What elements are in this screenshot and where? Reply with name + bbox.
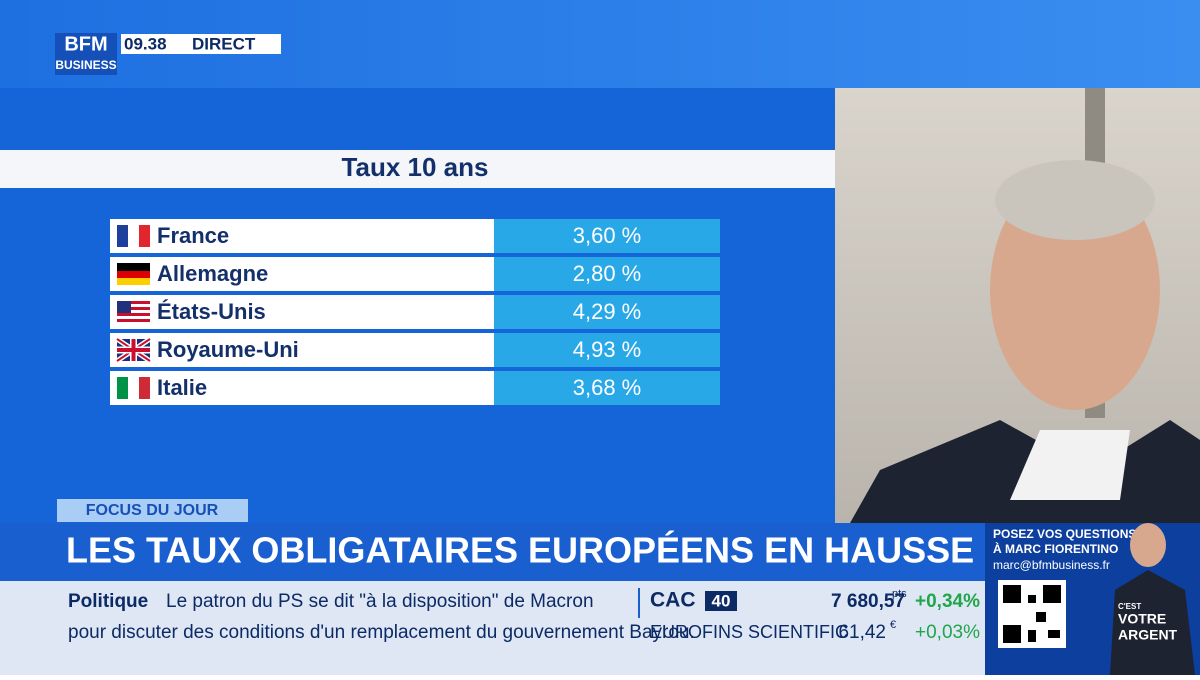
country: Italie	[157, 375, 207, 400]
rate: 3,68 %	[573, 375, 642, 400]
rate: 4,29 %	[573, 299, 642, 324]
show-logo: ARGENT	[1118, 627, 1178, 643]
show-logo: C'EST	[1118, 602, 1141, 611]
clock-box	[121, 34, 281, 54]
logo-box	[55, 33, 117, 75]
ticker-text: pour discuter des conditions d'un rempla…	[68, 622, 695, 643]
live-label: DIRECT	[192, 34, 256, 53]
index-change: +0,34%	[915, 591, 980, 612]
row-value-cell	[494, 257, 720, 291]
host-photo	[1110, 570, 1195, 675]
logo: BFM	[64, 33, 107, 55]
video	[995, 160, 1155, 240]
table: France 3,60 % Allemagne 2,80 % États-Unis 4,2…	[110, 219, 720, 405]
row-label-cell	[110, 219, 494, 253]
index-value: 7 680,57	[831, 591, 905, 612]
country: Royaume-Uni	[157, 337, 299, 362]
ticker-box	[0, 581, 985, 675]
flags	[115, 225, 152, 399]
promo-text: POSEZ VOS QUESTIONS	[993, 527, 1136, 541]
promo-text: À MARC FIORENTINO	[993, 541, 1118, 556]
country: Allemagne	[157, 261, 268, 286]
show-logo: VOTRE	[1118, 611, 1166, 627]
index-badge-box	[705, 591, 737, 611]
clock: 09.38	[124, 34, 167, 53]
table-header	[0, 150, 835, 188]
ticker-category: Politique	[68, 591, 148, 612]
row-label-cell	[110, 295, 494, 329]
stock-unit: €	[890, 619, 896, 631]
country: États-Unis	[157, 299, 266, 324]
row-label-cell	[110, 371, 494, 405]
host-photo	[1130, 523, 1166, 567]
index-name: CAC	[650, 589, 696, 612]
country: France	[157, 223, 229, 248]
ticker-text: Le patron du PS se dit "à la disposition…	[166, 591, 594, 612]
index-badge: 40	[712, 591, 731, 610]
qr-code	[1003, 585, 1061, 643]
stock-change: +0,03%	[915, 622, 980, 643]
stock-name: EUROFINS SCIENTIFIC	[650, 622, 848, 642]
headline-box	[0, 523, 985, 581]
row-label-cell	[110, 333, 494, 367]
headline: LES TAUX OBLIGATAIRES EUROPÉENS EN HAUSS…	[66, 530, 974, 571]
logo: BUSINESS	[55, 58, 116, 72]
tag: FOCUS DU JOUR	[86, 502, 219, 519]
promo-email: marc@bfmbusiness.fr	[993, 558, 1110, 572]
tag-box	[57, 499, 248, 522]
stock-value: 61,42	[838, 622, 886, 643]
table-title: Taux 10 ans	[342, 152, 489, 182]
row-value-cell	[494, 295, 720, 329]
row-value-cell	[494, 333, 720, 367]
video	[1010, 430, 1130, 500]
rate: 3,60 %	[573, 223, 642, 248]
row-label-cell	[110, 257, 494, 291]
row-value-cell	[494, 371, 720, 405]
row-value-cell	[494, 219, 720, 253]
rate: 4,93 %	[573, 337, 642, 362]
index-unit: pts	[892, 588, 907, 600]
rate: 2,80 %	[573, 261, 642, 286]
